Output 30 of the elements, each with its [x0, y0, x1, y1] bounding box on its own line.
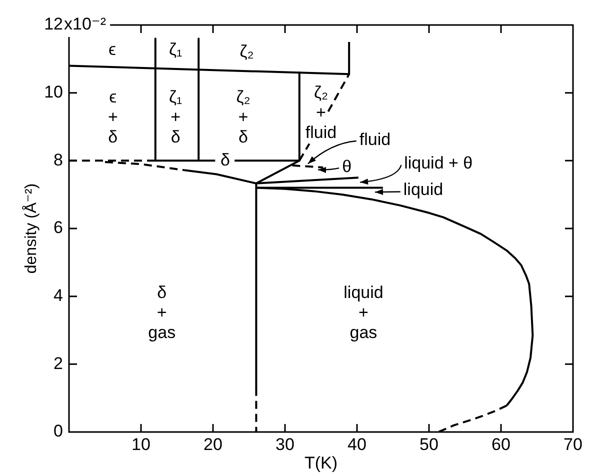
y-tick-label: 10 — [44, 82, 63, 102]
x-tick-label: 20 — [204, 434, 222, 454]
annotation: ϵ — [108, 40, 116, 60]
annotation: liquid — [403, 180, 444, 200]
y-tick-label: 0 — [54, 422, 63, 441]
x-tick-label: 10 — [132, 434, 150, 454]
annotation: fluid — [359, 130, 391, 150]
annotation: liquid + gas — [344, 282, 384, 342]
y-tick-label: 6 — [54, 218, 63, 238]
annotation: ζ₁ + δ — [168, 87, 182, 146]
annotation: δ — [220, 150, 230, 170]
annotation: x10⁻² — [64, 14, 106, 34]
x-tick-label: 70 — [564, 434, 582, 454]
y-axis-title: density (Å⁻²) — [22, 183, 40, 274]
annotation: θ — [342, 157, 352, 176]
y-tick-label: 12 — [44, 14, 63, 34]
y-tick-label: 2 — [54, 354, 63, 373]
x-tick-label: 50 — [420, 434, 438, 454]
annotation: liquid + θ — [404, 154, 473, 173]
x-tick-label: 60 — [492, 434, 510, 454]
y-tick-label: 8 — [54, 150, 63, 170]
y-tick-label: 4 — [54, 286, 63, 306]
annotation: ϵ + δ — [108, 87, 118, 146]
x-axis-title: T(K) — [304, 453, 338, 472]
x-tick-label: 30 — [276, 434, 294, 454]
annotation: ζ₁ — [168, 40, 182, 60]
x-tick-label: 40 — [348, 434, 366, 454]
annotation: ζ₂ — [240, 42, 254, 61]
annotation: δ + gas — [148, 282, 176, 342]
annotation: ζ₂ + fluid — [305, 82, 337, 142]
